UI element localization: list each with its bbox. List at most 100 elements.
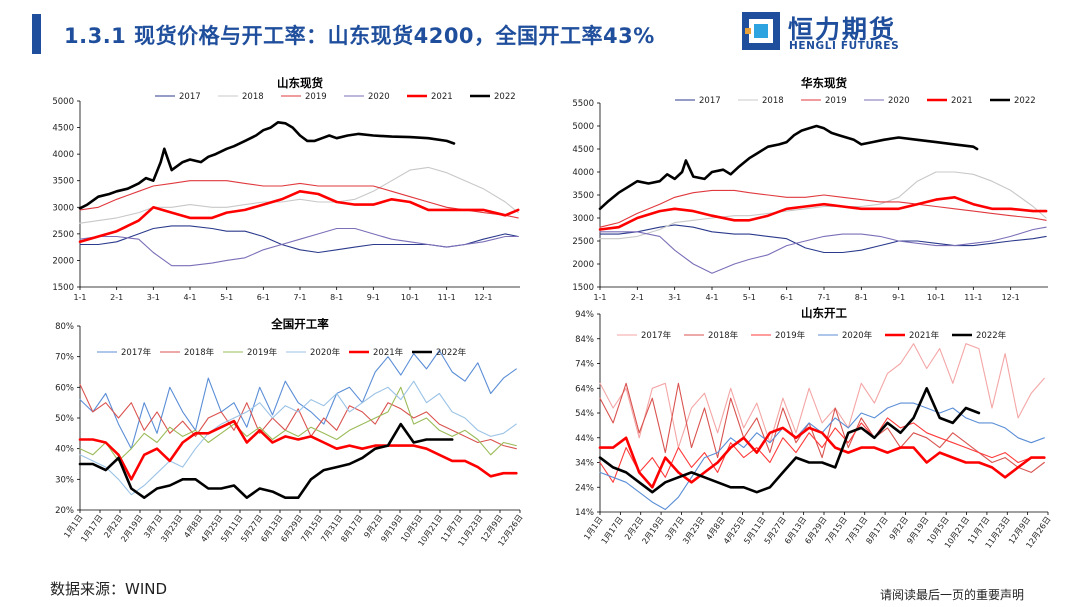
chart-huadong-spot-svg: 华东现货 1500 2000 2500 3000 3500 4000 4500 5000 5500…: [572, 76, 1048, 302]
chart-shandong-operating-rate-legend-label: 2021年: [909, 330, 940, 341]
chart-national-operating-rate-y-tick-label: 60%: [55, 383, 74, 393]
chart-huadong-spot-series-line: [598, 124, 979, 211]
chart-shandong-operating-rate-series-line: [599, 417, 1045, 483]
chart-shandong-operating-rate-y-tick-label: 14%: [575, 508, 594, 518]
chart-shandong-operating-rate-legend-label: 2018年: [708, 330, 739, 341]
chart-huadong-spot-x-tick-label: 10-1: [927, 293, 945, 302]
chart-national-operating-rate-y-tick-label: 20%: [55, 506, 74, 516]
chart-huadong-spot-y-tick-label: 2500: [572, 237, 594, 247]
chart-shandong-operating-rate-series-line: [598, 426, 1046, 489]
title-accent-bar: [32, 14, 41, 54]
chart-shandong-spot-series-line: [79, 180, 519, 219]
chart-huadong-spot-series-line: [598, 196, 1048, 231]
brand-name-en: HENGLI FUTURES: [789, 40, 900, 52]
chart-huadong-spot-x-tick-label: 12-1: [1002, 293, 1020, 302]
brand-logo: 恒力期货 HENGLI FUTURES: [742, 10, 917, 54]
chart-shandong-operating-rate-series-line: [599, 343, 1045, 449]
chart-shandong-operating-rate-y-tick-label: 94%: [575, 310, 594, 320]
chart-huadong-spot-series-line: [599, 189, 1047, 228]
chart-huadong-spot-legend-label: 2021: [951, 96, 973, 106]
chart-national-operating-rate-legend-label: 2022年: [436, 347, 467, 358]
chart-shandong-spot-legend-label: 2020: [368, 92, 390, 102]
chart-shandong-spot-x-tick-label: 10-1: [401, 293, 419, 302]
chart-huadong-spot-y-tick-label: 5000: [572, 122, 594, 132]
chart-huadong-spot-x-tick-label: 2-1: [631, 293, 644, 302]
data-source-note: 数据来源：WIND: [50, 580, 168, 598]
chart-shandong-operating-rate-title: 山东开工: [801, 306, 847, 320]
chart-shandong-operating-rate-series-line: [599, 382, 1045, 473]
chart-shandong-spot-y-tick-label: 2000: [52, 256, 74, 266]
chart-huadong-spot-y-tick-label: 5500: [572, 99, 594, 109]
chart-shandong-spot-x-tick-label: 2-1: [110, 293, 123, 302]
chart-huadong-spot-series-line: [599, 224, 1047, 254]
chart-national-operating-rate-series-line: [79, 380, 517, 496]
chart-shandong-spot-title: 山东现货: [277, 76, 323, 90]
chart-huadong-spot-x-tick-label: 8-1: [855, 293, 868, 302]
chart-shandong-operating-rate-svg: 山东开工14%24%34%44%54%64%74%84%94%1月1日1月17日…: [575, 306, 1053, 550]
chart-national-operating-rate-series-line: [79, 386, 517, 462]
chart-shandong-spot-legend-label: 2022: [494, 92, 516, 102]
chart-national-operating-rate-series-line: [78, 419, 518, 481]
chart-shandong-operating-rate-y-tick-label: 24%: [575, 483, 594, 493]
chart-shandong-spot-series-line: [78, 120, 456, 210]
chart-shandong-spot-y-tick-label: 1500: [52, 283, 74, 293]
chart-huadong-spot-x-tick-label: 9-1: [892, 293, 905, 302]
chart-shandong-operating-rate-y-tick-label: 84%: [575, 335, 594, 345]
chart-national-operating-rate-legend-label: 2021年: [373, 347, 404, 358]
chart-national-operating-rate-y-tick-label: 50%: [55, 414, 74, 424]
chart-huadong-spot-y-tick-label: 2000: [572, 260, 594, 270]
chart-huadong-spot-legend-label: 2018: [762, 96, 784, 106]
chart-shandong-operating-rate-y-tick-label: 74%: [575, 360, 594, 370]
chart-shandong-spot-x-tick-label: 11-1: [438, 293, 456, 302]
chart-huadong-spot-legend-label: 2017: [699, 96, 721, 106]
disclaimer-note: 请阅读最后一页的重要声明: [880, 588, 1025, 602]
chart-huadong-spot-x-tick-label: 5-1: [743, 293, 756, 302]
chart-huadong-spot-x-tick-label: 3-1: [668, 293, 681, 302]
chart-shandong-spot-series-line: [78, 190, 520, 244]
chart-national-operating-rate-legend-label: 2018年: [184, 347, 215, 358]
chart-national-operating-rate-y-tick-label: 40%: [55, 445, 74, 455]
chart-huadong-spot-y-tick-label: 3500: [572, 191, 594, 201]
chart-shandong-operating-rate-y-tick-label: 64%: [575, 384, 594, 394]
chart-shandong-spot-y-tick-label: 3000: [52, 203, 74, 213]
chart-shandong-spot-x-tick-label: 7-1: [293, 293, 306, 302]
chart-huadong-spot-series-line: [599, 171, 1047, 240]
chart-national-operating-rate-legend-label: 2020年: [310, 347, 341, 358]
chart-shandong-spot-x-tick-label: 9-1: [367, 293, 380, 302]
chart-shandong-spot-y-tick-label: 4000: [52, 150, 74, 160]
chart-huadong-spot-legend-label: 2020: [888, 96, 910, 106]
chart-huadong-spot-series-line: [599, 226, 1047, 274]
chart-shandong-spot-x-tick-label: 12-1: [474, 293, 492, 302]
brand-name-cn: 恒力期货: [788, 15, 897, 44]
chart-huadong-spot-x-tick-label: 11-1: [964, 293, 982, 302]
chart-huadong-spot-y-tick-label: 3000: [572, 214, 594, 224]
chart-shandong-operating-rate-legend-label: 2017年: [641, 330, 672, 341]
chart-huadong-spot-legend-label: 2022: [1014, 96, 1036, 106]
chart-shandong-spot-series-line: [79, 227, 519, 267]
chart-shandong-operating-rate-series-line: [598, 387, 981, 494]
chart-shandong-operating-rate-y-tick-label: 54%: [575, 409, 594, 419]
chart-shandong-operating-rate-y-tick-label: 34%: [575, 459, 594, 469]
chart-national-operating-rate-legend-label: 2019年: [247, 347, 278, 358]
chart-huadong-spot-title: 华东现货: [801, 76, 847, 90]
chart-national-operating-rate-series-line: [79, 349, 517, 450]
chart-shandong-spot-x-tick-label: 4-1: [183, 293, 196, 302]
chart-national-operating-rate-series-line: [79, 383, 517, 450]
chart-shandong-spot: 山东现货 1500 2000 2500 3000 3500 4000 4500 5000 1-1 2…: [35, 75, 530, 303]
chart-national-operating-rate: 全国开工率 20% 30% 40% 50% 60% 70% 80% 1月1日 1月17日 2月2日 2…: [35, 312, 530, 570]
chart-national-operating-rate-y-tick-label: 30%: [55, 475, 74, 485]
chart-shandong-spot-legend-label: 2019: [305, 92, 327, 102]
chart-shandong-spot-x-tick-label: 1-1: [73, 293, 86, 302]
chart-huadong-spot-x-tick-label: 7-1: [817, 293, 830, 302]
chart-shandong-operating-rate-y-tick-label: 44%: [575, 434, 594, 444]
chart-national-operating-rate-y-tick-label: 70%: [55, 353, 74, 363]
chart-shandong-spot-x-tick-label: 6-1: [257, 293, 270, 302]
chart-huadong-spot-x-tick-label: 4-1: [705, 293, 718, 302]
chart-huadong-spot-y-tick-label: 4000: [572, 168, 594, 178]
chart-shandong-operating-rate-legend-label: 2022年: [976, 330, 1007, 341]
chart-shandong-operating-rate-legend-label: 2019年: [775, 330, 806, 341]
chart-shandong-operating-rate-legend-label: 2020年: [842, 330, 873, 341]
chart-shandong-spot-y-tick-label: 4500: [52, 124, 74, 134]
chart-shandong-spot-y-tick-label: 2500: [52, 230, 74, 240]
chart-shandong-spot-y-tick-label: 3500: [52, 177, 74, 187]
